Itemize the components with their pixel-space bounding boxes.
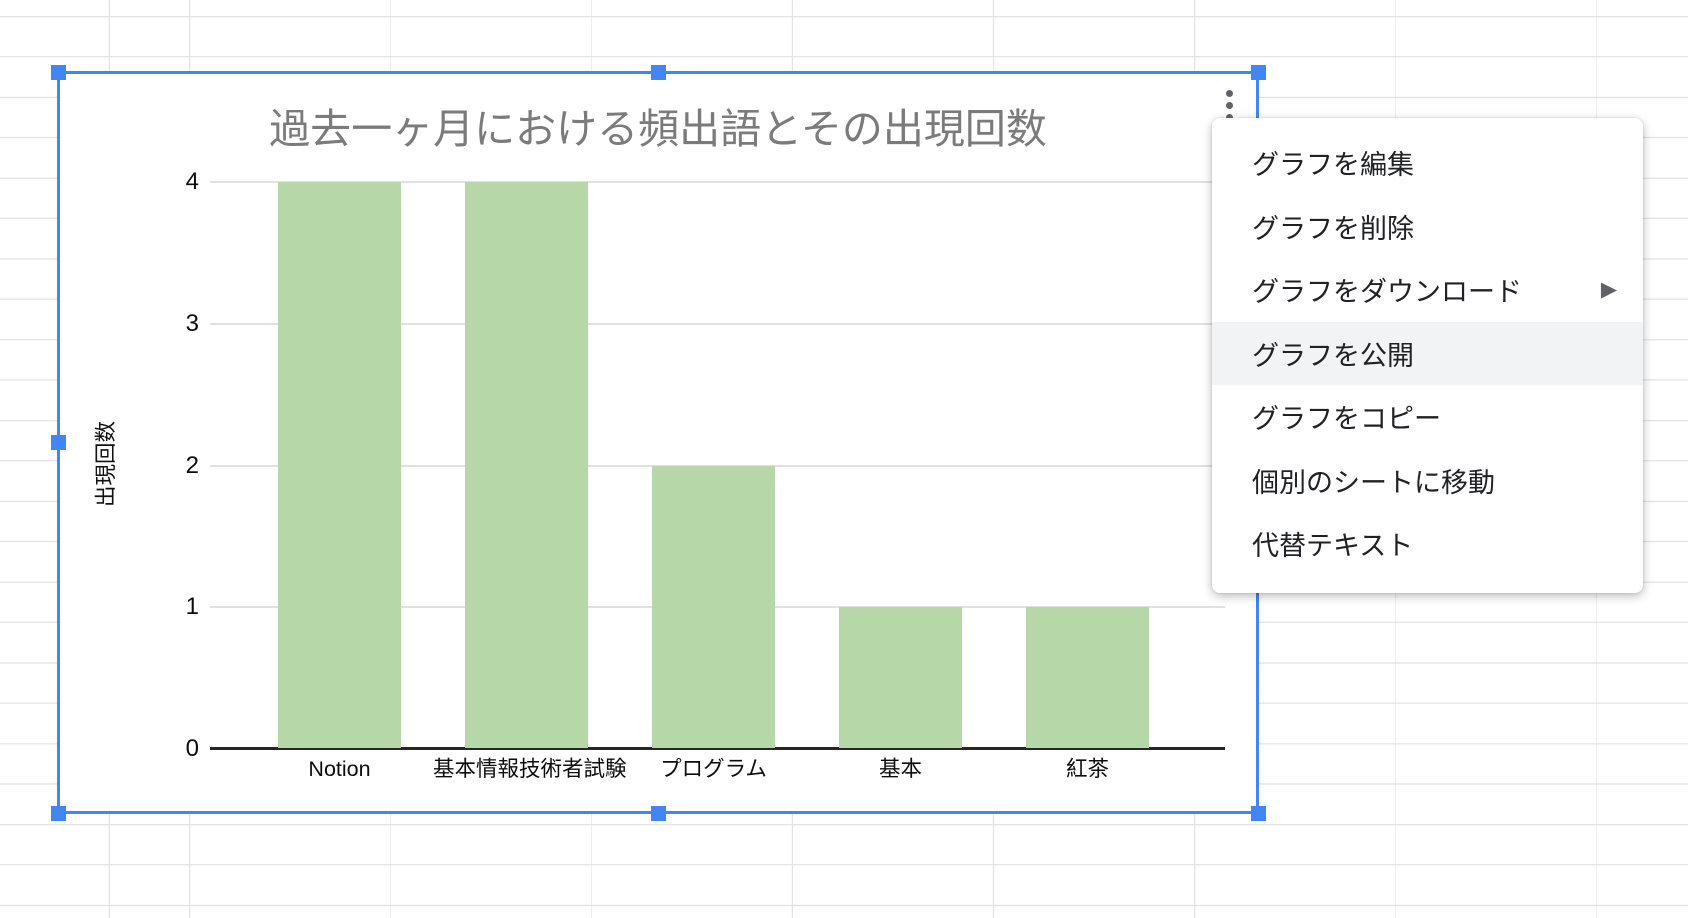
selection-handle-top-left[interactable] bbox=[50, 64, 66, 80]
chart-context-menu: グラフを編集 グラフを削除 グラフをダウンロード ▶ グラフを公開 グラフをコピ… bbox=[1212, 118, 1643, 593]
bar-プログラム bbox=[652, 465, 775, 748]
x-category-label: Notion bbox=[308, 757, 371, 781]
selection-handle-top-middle[interactable] bbox=[650, 64, 666, 80]
x-category-label: 基本 bbox=[878, 757, 922, 781]
gridline bbox=[210, 181, 1225, 183]
x-axis-line bbox=[210, 747, 1225, 750]
selection-handle-bottom-left[interactable] bbox=[50, 805, 66, 821]
selection-handle-bottom-middle[interactable] bbox=[650, 805, 666, 821]
bar-紅茶 bbox=[1026, 607, 1149, 748]
gridline bbox=[210, 322, 1225, 325]
selection-handle-left-middle[interactable] bbox=[50, 434, 66, 450]
plot-area bbox=[210, 181, 1225, 750]
selection-handle-bottom-right[interactable] bbox=[1250, 805, 1266, 821]
menu-item-copy-chart[interactable]: グラフをコピー bbox=[1252, 404, 1441, 435]
menu-item-move-to-own-sheet[interactable]: 個別のシートに移動 bbox=[1252, 467, 1495, 498]
y-tick-label: 2 bbox=[185, 451, 199, 479]
bar-基本情報技術者試験 bbox=[465, 182, 588, 748]
selection-handle-top-right[interactable] bbox=[1250, 64, 1266, 80]
chart-title: 過去一ヶ月における頻出語とその出現回数 bbox=[269, 106, 1047, 152]
x-category-label: 紅茶 bbox=[1065, 757, 1109, 781]
submenu-arrow-icon: ▶ bbox=[1600, 278, 1617, 302]
y-tick-label: 1 bbox=[185, 593, 199, 621]
y-tick-label: 4 bbox=[185, 168, 199, 195]
x-category-label: プログラム bbox=[660, 757, 767, 781]
chart-options-button[interactable] bbox=[1214, 86, 1244, 124]
menu-item-edit-chart[interactable]: グラフを編集 bbox=[1252, 150, 1414, 181]
menu-item-delete-chart[interactable]: グラフを削除 bbox=[1252, 213, 1414, 244]
x-category-label: 基本情報技術者試験 bbox=[433, 757, 627, 781]
menu-item-publish-chart[interactable]: グラフを公開 bbox=[1212, 321, 1643, 385]
menu-item-alt-text[interactable]: 代替テキスト bbox=[1252, 531, 1414, 562]
kebab-menu-icon bbox=[1225, 89, 1233, 97]
y-tick-label: 3 bbox=[185, 309, 199, 337]
y-tick-label: 0 bbox=[185, 735, 199, 762]
menu-item-download-chart[interactable]: グラフをダウンロード ▶ bbox=[1252, 277, 1617, 308]
bar-Notion bbox=[278, 182, 401, 748]
embedded-chart[interactable]: 過去一ヶ月における頻出語とその出現回数 出現回数 Notion 基本情報技術者試験… bbox=[57, 71, 1259, 814]
bar-基本 bbox=[839, 607, 962, 748]
